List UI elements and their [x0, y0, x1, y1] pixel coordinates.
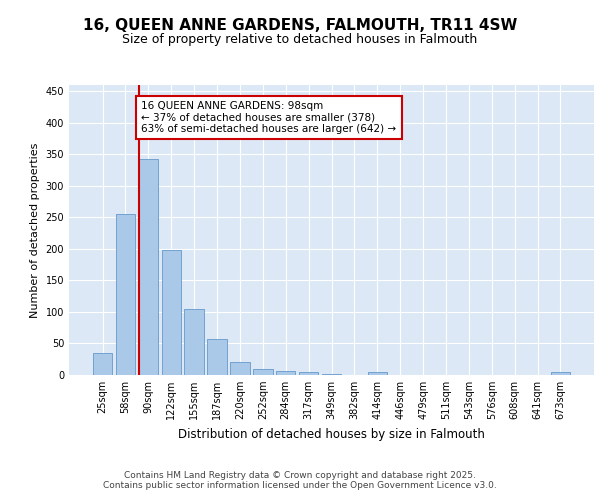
Text: Contains HM Land Registry data © Crown copyright and database right 2025.
Contai: Contains HM Land Registry data © Crown c… — [103, 470, 497, 490]
Text: 16, QUEEN ANNE GARDENS, FALMOUTH, TR11 4SW: 16, QUEEN ANNE GARDENS, FALMOUTH, TR11 4… — [83, 18, 517, 32]
Text: 16 QUEEN ANNE GARDENS: 98sqm
← 37% of detached houses are smaller (378)
63% of s: 16 QUEEN ANNE GARDENS: 98sqm ← 37% of de… — [142, 101, 397, 134]
Bar — [208, 339, 227, 375]
Bar — [253, 368, 272, 375]
Text: Size of property relative to detached houses in Falmouth: Size of property relative to detached ho… — [122, 32, 478, 46]
Bar — [139, 159, 158, 375]
Bar — [93, 353, 112, 375]
Bar — [551, 372, 570, 375]
Bar — [299, 372, 319, 375]
Bar — [276, 371, 295, 375]
Bar — [322, 374, 341, 375]
Bar — [116, 214, 135, 375]
Bar — [230, 362, 250, 375]
Bar — [161, 250, 181, 375]
Y-axis label: Number of detached properties: Number of detached properties — [30, 142, 40, 318]
Bar — [368, 372, 387, 375]
Bar — [184, 310, 204, 375]
X-axis label: Distribution of detached houses by size in Falmouth: Distribution of detached houses by size … — [178, 428, 485, 440]
